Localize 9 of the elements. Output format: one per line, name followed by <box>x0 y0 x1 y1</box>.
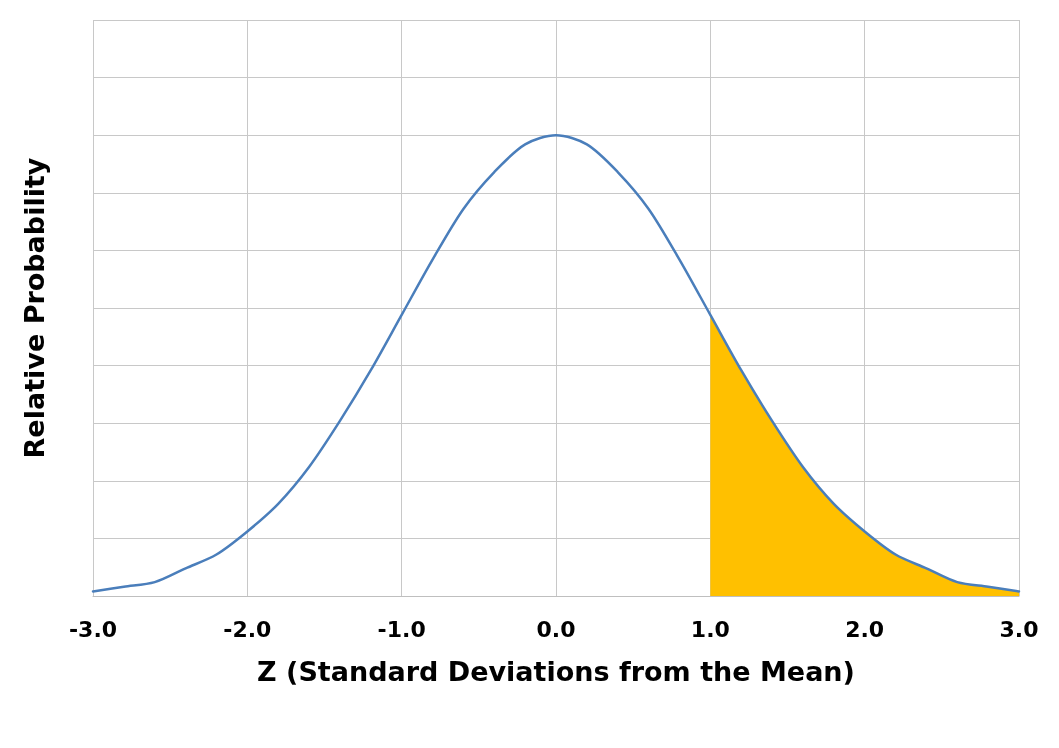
y-axis-title: Relative Probability <box>19 157 50 459</box>
x-tick-label: 0.0 <box>536 616 576 642</box>
x-tick-label: 3.0 <box>999 616 1039 642</box>
x-tick-label: 2.0 <box>845 616 885 642</box>
x-axis-title: Z (Standard Deviations from the Mean) <box>257 656 855 687</box>
x-tick-label: 1.0 <box>690 616 730 642</box>
x-tick-label: -2.0 <box>223 616 272 642</box>
x-tick-label: -1.0 <box>377 616 426 642</box>
x-tick-label: -3.0 <box>68 616 118 642</box>
